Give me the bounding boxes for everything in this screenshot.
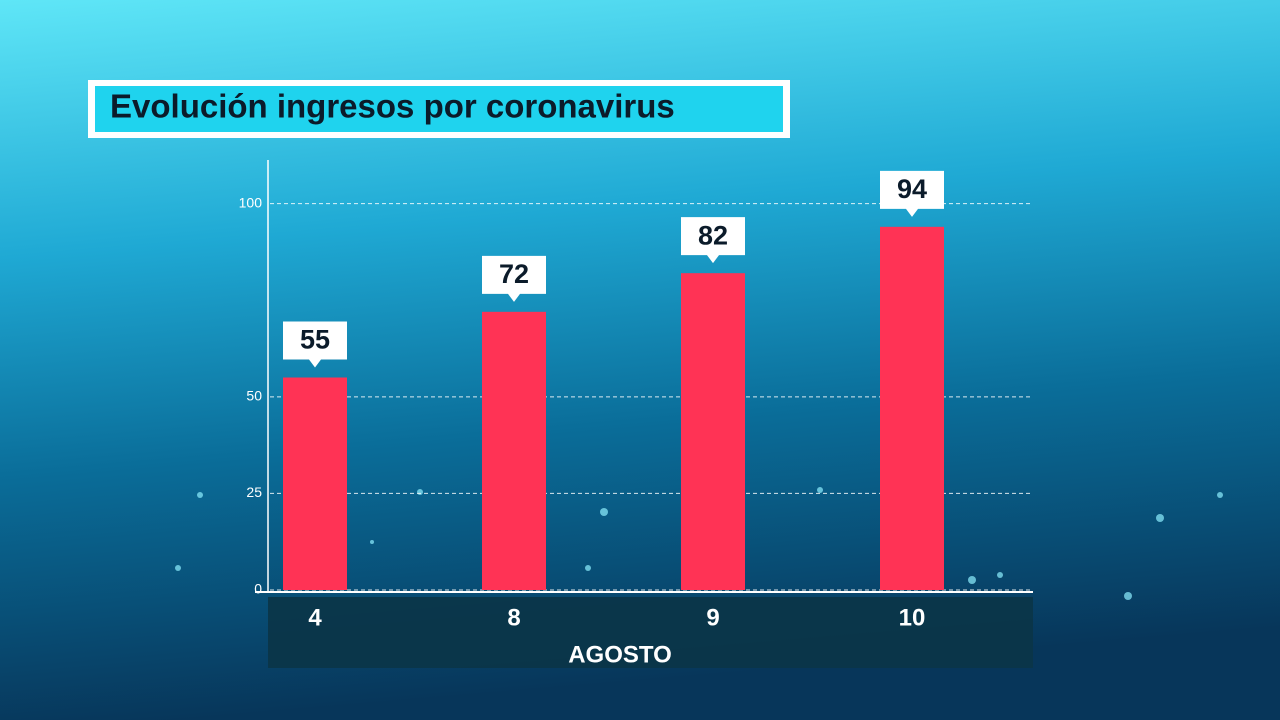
- y-tick-label: 0: [254, 581, 262, 597]
- bar: [283, 377, 347, 590]
- bar: [880, 226, 944, 590]
- x-tick-label: 10: [899, 604, 926, 631]
- value-label: 82: [698, 220, 728, 250]
- value-callout: [681, 217, 745, 264]
- value-callout: [283, 321, 347, 368]
- value-callout: [482, 255, 546, 302]
- decor-dots: [175, 487, 1223, 600]
- chart-title: Evolución ingresos por coronavirus: [110, 88, 675, 125]
- bar: [482, 311, 546, 590]
- x-axis-band: [268, 597, 1033, 668]
- x-tick-label: 4: [308, 604, 322, 631]
- value-label: 94: [897, 174, 927, 204]
- title-box: [95, 86, 783, 132]
- y-tick-label: 100: [239, 194, 263, 210]
- value-label: 55: [300, 325, 330, 355]
- value-callout: [880, 170, 944, 217]
- bar: [681, 273, 745, 590]
- y-tick-label: 50: [246, 388, 262, 404]
- value-label: 72: [499, 259, 529, 289]
- x-tick-label: 9: [706, 604, 719, 631]
- y-tick-label: 25: [246, 484, 262, 500]
- x-tick-label: 8: [507, 604, 520, 631]
- x-axis-title: AGOSTO: [568, 641, 672, 668]
